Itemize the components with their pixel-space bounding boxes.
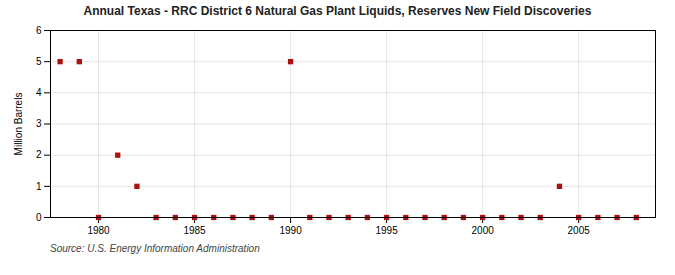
svg-text:2005: 2005 xyxy=(568,225,591,236)
svg-text:5: 5 xyxy=(36,56,42,67)
svg-text:1990: 1990 xyxy=(279,225,302,236)
svg-text:1985: 1985 xyxy=(183,225,206,236)
svg-text:2: 2 xyxy=(36,149,42,160)
svg-text:Million Barrels: Million Barrels xyxy=(13,93,24,156)
svg-text:3: 3 xyxy=(36,118,42,129)
svg-text:1980: 1980 xyxy=(87,225,110,236)
svg-text:1: 1 xyxy=(36,181,42,192)
svg-text:2000: 2000 xyxy=(472,225,495,236)
svg-text:1995: 1995 xyxy=(375,225,398,236)
svg-text:0: 0 xyxy=(36,212,42,223)
html-text:Source: U.S. Energy Informatio: Source: U.S. Energy Information Administ… xyxy=(50,243,260,254)
svg-text:6: 6 xyxy=(36,25,42,36)
svg-text:4: 4 xyxy=(36,87,42,98)
html-text:Annual Texas - RRC District 6: Annual Texas - RRC District 6 Natural Ga… xyxy=(83,4,592,18)
